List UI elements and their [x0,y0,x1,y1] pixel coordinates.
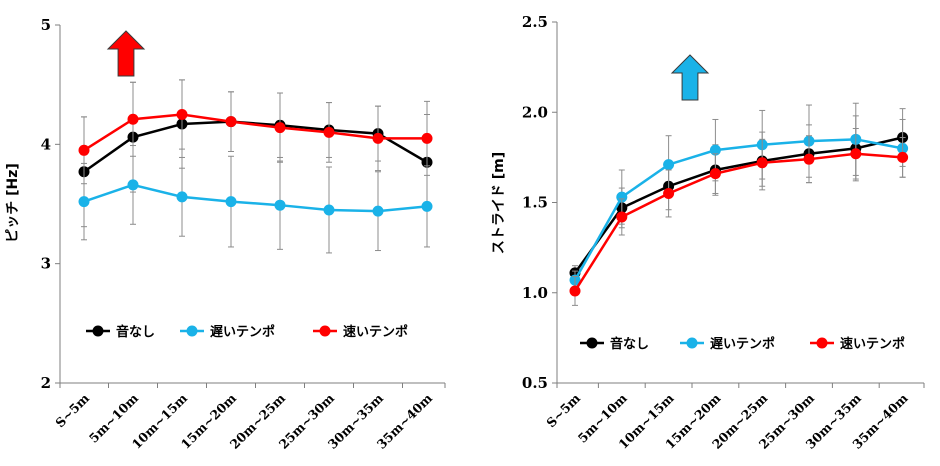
legend-label: 遅いテンポ [710,336,775,352]
data-point [176,109,188,120]
data-point [274,199,286,211]
data-point [897,151,909,163]
y-axis-label: ストライド [m] [491,152,507,254]
data-point [421,200,433,212]
y-tick-label: 5 [41,16,51,34]
series-slow [569,102,909,290]
data-point [616,191,628,203]
y-tick-label: 3 [41,255,51,273]
up-arrow-icon [106,30,146,77]
data-point [756,157,768,169]
series-line [83,183,428,213]
legend-swatch-marker [319,325,331,337]
data-point [78,144,90,156]
data-point [78,196,90,208]
legend-label: 速いテンポ [343,324,408,340]
legend-swatch-marker [92,325,104,337]
data-point [372,205,384,217]
series-line [573,136,903,274]
y-tick-label: 2.0 [522,103,548,121]
legend-label: 遅いテンポ [210,324,275,340]
legend-swatch-marker [186,325,198,337]
y-tick-label: 4 [41,135,51,153]
data-point [323,126,335,138]
series-slow [78,145,433,254]
data-point [663,187,675,199]
data-point [569,285,581,297]
series-fast [78,79,433,185]
data-point [616,211,628,223]
y-axis-label: ピッチ [Hz] [5,163,21,243]
y-tick-label: 1.5 [522,194,548,212]
series-line [573,152,903,292]
legend-swatch-marker [586,337,598,349]
chart-pitch: 2345S~5m5m~10m10m~15m15m~20m20m~25m25m~3… [5,16,446,452]
series-line [573,138,903,281]
up-arrow-icon [670,54,710,101]
data-point [372,132,384,144]
y-tick-label: 1.0 [522,284,548,302]
data-point [127,179,139,191]
data-point [323,204,335,216]
legend-swatch-marker [816,337,828,349]
data-point [663,159,675,171]
legend: 音なし 遅いテンポ 速いテンポ [86,324,408,340]
legend: 音なし 遅いテンポ 速いテンポ [580,336,905,352]
data-point [274,122,286,134]
data-point [709,168,721,180]
series-fast [569,127,909,306]
data-point [803,153,815,165]
x-tick-label: S~5m [543,391,583,431]
data-point [850,148,862,160]
data-point [709,144,721,156]
legend-label: 音なし [610,336,649,352]
legend-label: 速いテンポ [840,336,905,352]
data-point [421,132,433,144]
y-tick-label: 2.5 [522,13,548,31]
legend-label: 音なし [116,324,155,340]
x-tick-label: S~5m [52,391,92,431]
data-point [225,196,237,208]
y-tick-label: 0.5 [522,374,548,392]
legend-swatch-marker [686,337,698,349]
chart-stride: 0.51.01.52.02.5S~5m5m~10m10m~15m15m~20m2… [491,13,925,452]
data-point [127,113,139,125]
data-point [225,116,237,128]
y-tick-label: 2 [41,374,51,392]
data-point [176,191,188,203]
series-line [83,113,427,152]
